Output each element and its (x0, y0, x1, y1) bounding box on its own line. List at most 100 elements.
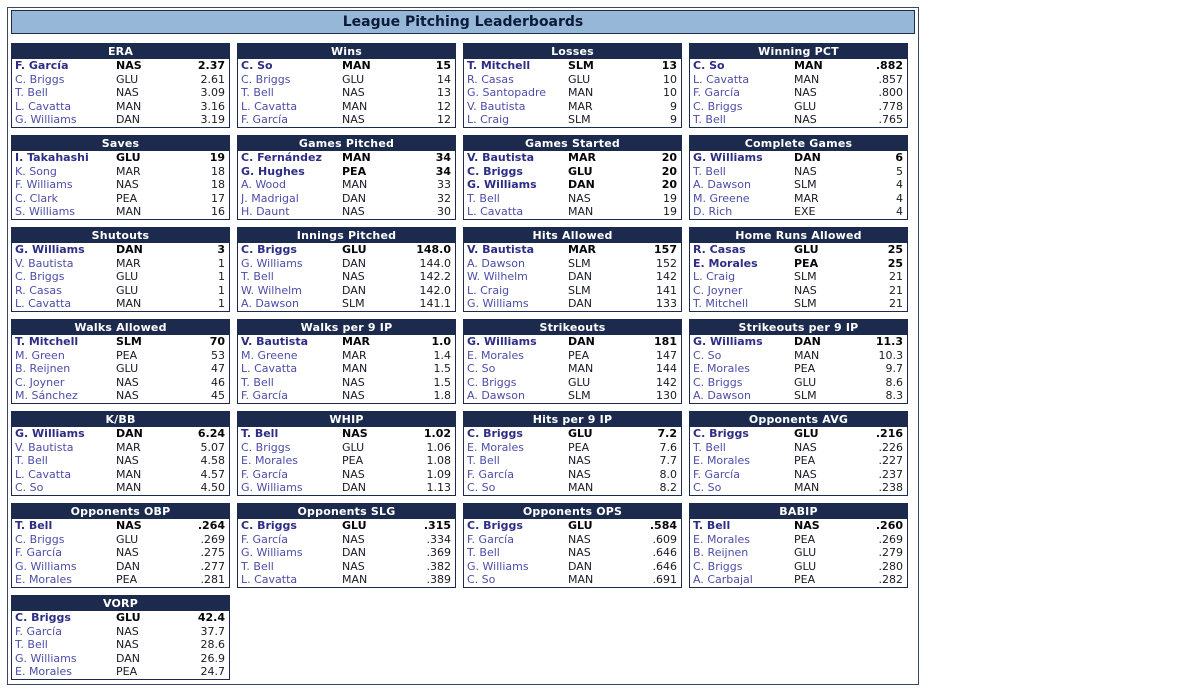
player-name-link[interactable]: E. Morales (15, 573, 72, 587)
player-name-link[interactable]: A. Dawson (693, 389, 751, 403)
player-name-link[interactable]: L. Cavatta (241, 573, 298, 587)
player-name-link[interactable]: F. García (467, 467, 514, 481)
player-name-link[interactable]: C. Briggs (241, 72, 291, 86)
player-name-link[interactable]: G. Williams (467, 178, 537, 192)
player-name-link[interactable]: L. Cavatta (15, 297, 72, 311)
player-name-link[interactable]: F. García (693, 86, 740, 100)
player-name-link[interactable]: G. Williams (15, 651, 77, 665)
player-name-link[interactable]: C. So (693, 481, 722, 495)
player-name-link[interactable]: C. Joyner (693, 283, 743, 297)
player-name-link[interactable]: C. Joyner (15, 375, 65, 389)
player-name-link[interactable]: C. Briggs (467, 375, 517, 389)
player-name-link[interactable]: F. García (15, 546, 62, 560)
player-name-link[interactable]: T. Bell (693, 440, 726, 454)
player-name-link[interactable]: E. Morales (693, 362, 750, 376)
player-name-link[interactable]: E. Morales (467, 440, 524, 454)
player-name-link[interactable]: T. Bell (241, 427, 279, 440)
player-name-link[interactable]: M. Greene (693, 191, 750, 205)
player-name-link[interactable]: T. Bell (467, 546, 500, 560)
player-name-link[interactable]: F. García (241, 389, 288, 403)
player-name-link[interactable]: A. Dawson (467, 389, 525, 403)
player-name-link[interactable]: E. Morales (693, 532, 750, 546)
player-name-link[interactable]: C. So (693, 59, 725, 72)
player-name-link[interactable]: J. Madrigal (241, 191, 299, 205)
player-name-link[interactable]: F. García (15, 59, 69, 72)
player-name-link[interactable]: F. García (241, 113, 288, 127)
player-name-link[interactable]: E. Morales (15, 665, 72, 679)
player-name-link[interactable]: C. Briggs (241, 243, 297, 256)
player-name-link[interactable]: F. García (241, 467, 288, 481)
player-name-link[interactable]: L. Craig (467, 283, 510, 297)
player-name-link[interactable]: C. Briggs (241, 440, 291, 454)
player-name-link[interactable]: R. Casas (467, 72, 514, 86)
player-name-link[interactable]: G. Williams (467, 297, 529, 311)
player-name-link[interactable]: T. Bell (693, 164, 726, 178)
player-name-link[interactable]: M. Green (15, 348, 65, 362)
player-name-link[interactable]: K. Song (15, 164, 57, 178)
player-name-link[interactable]: C. Briggs (15, 270, 65, 284)
player-name-link[interactable]: E. Morales (467, 348, 524, 362)
player-name-link[interactable]: F. Williams (15, 178, 73, 192)
player-name-link[interactable]: C. So (693, 348, 722, 362)
player-name-link[interactable]: T. Bell (241, 375, 274, 389)
player-name-link[interactable]: V. Bautista (241, 335, 308, 348)
player-name-link[interactable]: G. Williams (693, 335, 763, 348)
player-name-link[interactable]: G. Williams (693, 151, 763, 164)
player-name-link[interactable]: T. Bell (15, 638, 48, 652)
player-name-link[interactable]: C. Briggs (467, 164, 523, 178)
player-name-link[interactable]: C. So (15, 481, 44, 495)
player-name-link[interactable]: T. Bell (241, 559, 274, 573)
player-name-link[interactable]: T. Bell (467, 454, 500, 468)
player-name-link[interactable]: G. Williams (15, 559, 77, 573)
player-name-link[interactable]: G. Williams (15, 243, 85, 256)
player-name-link[interactable]: E. Morales (693, 256, 758, 270)
player-name-link[interactable]: I. Takahashi (15, 151, 89, 164)
player-name-link[interactable]: R. Casas (15, 283, 62, 297)
player-name-link[interactable]: B. Reijnen (15, 362, 71, 376)
player-name-link[interactable]: G. Williams (467, 559, 529, 573)
player-name-link[interactable]: T. Bell (693, 113, 726, 127)
player-name-link[interactable]: M. Greene (241, 348, 298, 362)
player-name-link[interactable]: T. Mitchell (693, 297, 749, 311)
player-name-link[interactable]: E. Morales (241, 454, 298, 468)
player-name-link[interactable]: A. Carbajal (693, 573, 753, 587)
player-name-link[interactable]: F. García (241, 532, 288, 546)
player-name-link[interactable]: V. Bautista (15, 256, 74, 270)
player-name-link[interactable]: F. García (467, 532, 514, 546)
player-name-link[interactable]: T. Bell (15, 86, 48, 100)
player-name-link[interactable]: C. So (241, 59, 273, 72)
player-name-link[interactable]: R. Casas (693, 243, 746, 256)
player-name-link[interactable]: M. Sánchez (15, 389, 78, 403)
player-name-link[interactable]: G. Williams (15, 427, 85, 440)
player-name-link[interactable]: C. So (467, 573, 496, 587)
player-name-link[interactable]: A. Dawson (693, 178, 751, 192)
player-name-link[interactable]: T. Bell (467, 191, 500, 205)
player-name-link[interactable]: C. Briggs (241, 519, 297, 532)
player-name-link[interactable]: G. Williams (241, 546, 303, 560)
player-name-link[interactable]: L. Cavatta (15, 99, 72, 113)
player-name-link[interactable]: L. Cavatta (241, 362, 298, 376)
player-name-link[interactable]: C. Briggs (693, 375, 743, 389)
player-name-link[interactable]: G. Williams (467, 335, 537, 348)
player-name-link[interactable]: F. García (693, 467, 740, 481)
player-name-link[interactable]: L. Cavatta (693, 72, 750, 86)
player-name-link[interactable]: V. Bautista (467, 99, 526, 113)
player-name-link[interactable]: C. Briggs (15, 611, 71, 624)
player-name-link[interactable]: L. Cavatta (467, 205, 524, 219)
player-name-link[interactable]: L. Craig (467, 113, 510, 127)
player-name-link[interactable]: E. Morales (693, 454, 750, 468)
player-name-link[interactable]: A. Wood (241, 178, 286, 192)
player-name-link[interactable]: V. Bautista (15, 440, 74, 454)
player-name-link[interactable]: G. Williams (241, 256, 303, 270)
player-name-link[interactable]: C. Clark (15, 191, 59, 205)
player-name-link[interactable]: F. García (15, 624, 62, 638)
player-name-link[interactable]: H. Daunt (241, 205, 290, 219)
player-name-link[interactable]: V. Bautista (467, 243, 534, 256)
player-name-link[interactable]: C. Briggs (467, 519, 523, 532)
player-name-link[interactable]: C. Fernández (241, 151, 322, 164)
player-name-link[interactable]: T. Mitchell (15, 335, 79, 348)
player-name-link[interactable]: V. Bautista (467, 151, 534, 164)
player-name-link[interactable]: T. Bell (15, 519, 53, 532)
player-name-link[interactable]: T. Bell (15, 454, 48, 468)
player-name-link[interactable]: C. Briggs (467, 427, 523, 440)
